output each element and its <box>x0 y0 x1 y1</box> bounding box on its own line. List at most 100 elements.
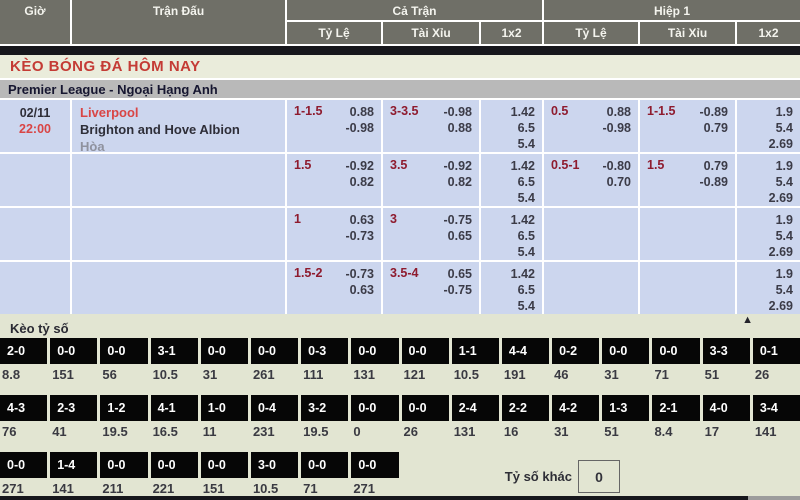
league-bar[interactable]: Premier League - Ngoại Hạng Anh <box>0 80 800 98</box>
score-odds-cell[interactable]: 0-0 271 <box>0 452 48 500</box>
score-label[interactable]: 0-0 <box>100 338 148 364</box>
score-label[interactable]: 3-1 <box>150 338 198 364</box>
odds-cell-ft-1x2[interactable]: 1.42 6.5 5.4 <box>481 154 542 206</box>
score-label[interactable]: 2-0 <box>0 338 48 364</box>
score-label[interactable]: 0-0 <box>351 452 399 478</box>
odds-cell-ft-1x2[interactable]: 1.42 6.5 5.4 <box>481 262 542 314</box>
score-odds-cell[interactable]: 1-2 19.5 <box>100 395 148 444</box>
odds-cell-ft-over-under[interactable]: 3-3.5 -0.98 0.88 <box>383 100 479 152</box>
odds-cell-h1-handicap[interactable]: 0.5-1 -0.80 0.70 <box>544 154 638 206</box>
scrollbar-thumb[interactable] <box>0 496 748 500</box>
score-odds-cell[interactable]: 0-0 121 <box>401 338 449 387</box>
score-label[interactable]: 0-0 <box>0 452 48 478</box>
score-label[interactable]: 2-3 <box>50 395 98 421</box>
score-label[interactable]: 3-0 <box>250 452 299 478</box>
score-label[interactable]: 0-3 <box>301 338 349 364</box>
score-odds-cell[interactable]: 3-2 19.5 <box>301 395 349 444</box>
score-label[interactable]: 1-1 <box>451 338 499 364</box>
odds-cell-ft-handicap[interactable]: 1.5 -0.92 0.82 <box>287 154 381 206</box>
score-odds-cell[interactable]: 3-4 141 <box>752 395 800 444</box>
score-label[interactable]: 0-0 <box>100 452 148 478</box>
score-label[interactable]: 0-0 <box>150 452 198 478</box>
odds-cell-h1-over-under[interactable]: 1-1.5 -0.89 0.79 <box>640 100 735 152</box>
score-odds-cell[interactable]: 4-1 16.5 <box>150 395 198 444</box>
score-odds-cell[interactable]: 0-0 131 <box>351 338 399 387</box>
odds-cell-h1-1x2[interactable]: 1.9 5.4 2.69 <box>737 262 800 314</box>
odds-cell-ft-over-under[interactable]: 3 -0.75 0.65 <box>383 208 479 260</box>
odds-cell-ft-1x2[interactable]: 1.42 6.5 5.4 <box>481 100 542 152</box>
odds-cell-ft-handicap[interactable]: 1 0.63 -0.73 <box>287 208 381 260</box>
odds-cell-h1-1x2[interactable]: 1.9 5.4 2.69 <box>737 154 800 206</box>
score-odds-cell[interactable]: 4-0 17 <box>702 395 750 444</box>
score-odds-cell[interactable]: 3-1 10.5 <box>150 338 198 387</box>
score-odds-cell[interactable]: 0-0 221 <box>150 452 198 500</box>
score-label[interactable]: 0-0 <box>250 338 299 364</box>
score-label[interactable]: 3-4 <box>752 395 800 421</box>
score-odds-cell[interactable]: 0-0 56 <box>100 338 148 387</box>
score-label[interactable]: 4-2 <box>552 395 600 421</box>
score-odds-cell[interactable]: 4-2 31 <box>552 395 600 444</box>
score-label[interactable]: 3-2 <box>301 395 349 421</box>
odds-cell-ft-1x2[interactable]: 1.42 6.5 5.4 <box>481 208 542 260</box>
odds-cell-h1-over-under[interactable]: 1.5 0.79 -0.89 <box>640 154 735 206</box>
score-label[interactable]: 2-4 <box>451 395 499 421</box>
score-label[interactable]: 0-0 <box>602 338 650 364</box>
score-label[interactable]: 4-4 <box>501 338 550 364</box>
score-label[interactable]: 2-2 <box>501 395 550 421</box>
score-odds-cell[interactable]: 1-1 10.5 <box>451 338 499 387</box>
score-label[interactable]: 0-0 <box>351 395 399 421</box>
score-label[interactable]: 2-1 <box>652 395 700 421</box>
score-odds-cell[interactable]: 0-0 151 <box>200 452 248 500</box>
score-label[interactable]: 1-0 <box>200 395 248 421</box>
score-odds-cell[interactable]: 0-0 71 <box>301 452 349 500</box>
score-label[interactable]: 1-3 <box>602 395 650 421</box>
score-odds-cell[interactable]: 0-0 31 <box>200 338 248 387</box>
scroll-top-icon[interactable]: ▲ <box>742 314 753 326</box>
score-odds-cell[interactable]: 0-2 46 <box>552 338 600 387</box>
score-label[interactable]: 4-1 <box>150 395 198 421</box>
score-odds-cell[interactable]: 0-0 211 <box>100 452 148 500</box>
score-label[interactable]: 1-2 <box>100 395 148 421</box>
score-odds-cell[interactable]: 1-3 51 <box>602 395 650 444</box>
score-odds-cell[interactable]: 0-4 231 <box>250 395 299 444</box>
score-odds-cell[interactable]: 4-3 76 <box>0 395 48 444</box>
score-odds-cell[interactable]: 0-0 151 <box>50 338 98 387</box>
odds-cell-h1-1x2[interactable]: 1.9 5.4 2.69 <box>737 208 800 260</box>
score-label[interactable]: 3-3 <box>702 338 750 364</box>
odds-cell-ft-handicap[interactable]: 1.5-2 -0.73 0.63 <box>287 262 381 314</box>
score-label[interactable]: 0-4 <box>250 395 299 421</box>
score-odds-cell[interactable]: 0-3 111 <box>301 338 349 387</box>
odds-cell-ft-handicap[interactable]: 1-1.5 0.88 -0.98 <box>287 100 381 152</box>
score-odds-cell[interactable]: 1-4 141 <box>50 452 98 500</box>
score-label[interactable]: 0-0 <box>200 452 248 478</box>
score-odds-cell[interactable]: 0-0 0 <box>351 395 399 444</box>
score-odds-cell[interactable]: 0-0 26 <box>401 395 449 444</box>
score-odds-cell[interactable]: 0-0 71 <box>652 338 700 387</box>
score-label[interactable]: 0-0 <box>301 452 349 478</box>
score-label[interactable]: 0-0 <box>401 338 449 364</box>
horizontal-scrollbar[interactable] <box>0 496 800 500</box>
score-label[interactable]: 4-0 <box>702 395 750 421</box>
score-label[interactable]: 4-3 <box>0 395 48 421</box>
score-odds-cell[interactable]: 0-0 261 <box>250 338 299 387</box>
score-odds-cell[interactable]: 0-1 26 <box>752 338 800 387</box>
odds-cell-ft-over-under[interactable]: 3.5 -0.92 0.82 <box>383 154 479 206</box>
odds-cell-h1-handicap[interactable]: 0.5 0.88 -0.98 <box>544 100 638 152</box>
score-label[interactable]: 0-0 <box>50 338 98 364</box>
odds-cell-ft-over-under[interactable]: 3.5-4 0.65 -0.75 <box>383 262 479 314</box>
score-odds-cell[interactable]: 3-0 10.5 <box>250 452 299 500</box>
score-label[interactable]: 0-0 <box>652 338 700 364</box>
score-label[interactable]: 0-0 <box>401 395 449 421</box>
score-odds-cell[interactable]: 0-0 31 <box>602 338 650 387</box>
score-label[interactable]: 0-0 <box>200 338 248 364</box>
score-odds-cell[interactable]: 1-0 11 <box>200 395 248 444</box>
score-label[interactable]: 1-4 <box>50 452 98 478</box>
score-odds-cell[interactable]: 2-1 8.4 <box>652 395 700 444</box>
score-odds-cell[interactable]: 2-4 131 <box>451 395 499 444</box>
score-label[interactable]: 0-0 <box>351 338 399 364</box>
score-odds-cell[interactable]: 0-0 271 <box>351 452 399 500</box>
odds-cell-h1-1x2[interactable]: 1.9 5.4 2.69 <box>737 100 800 152</box>
score-odds-cell[interactable]: 2-0 8.8 <box>0 338 48 387</box>
score-odds-cell[interactable]: 4-4 191 <box>501 338 550 387</box>
score-odds-cell[interactable]: 3-3 51 <box>702 338 750 387</box>
